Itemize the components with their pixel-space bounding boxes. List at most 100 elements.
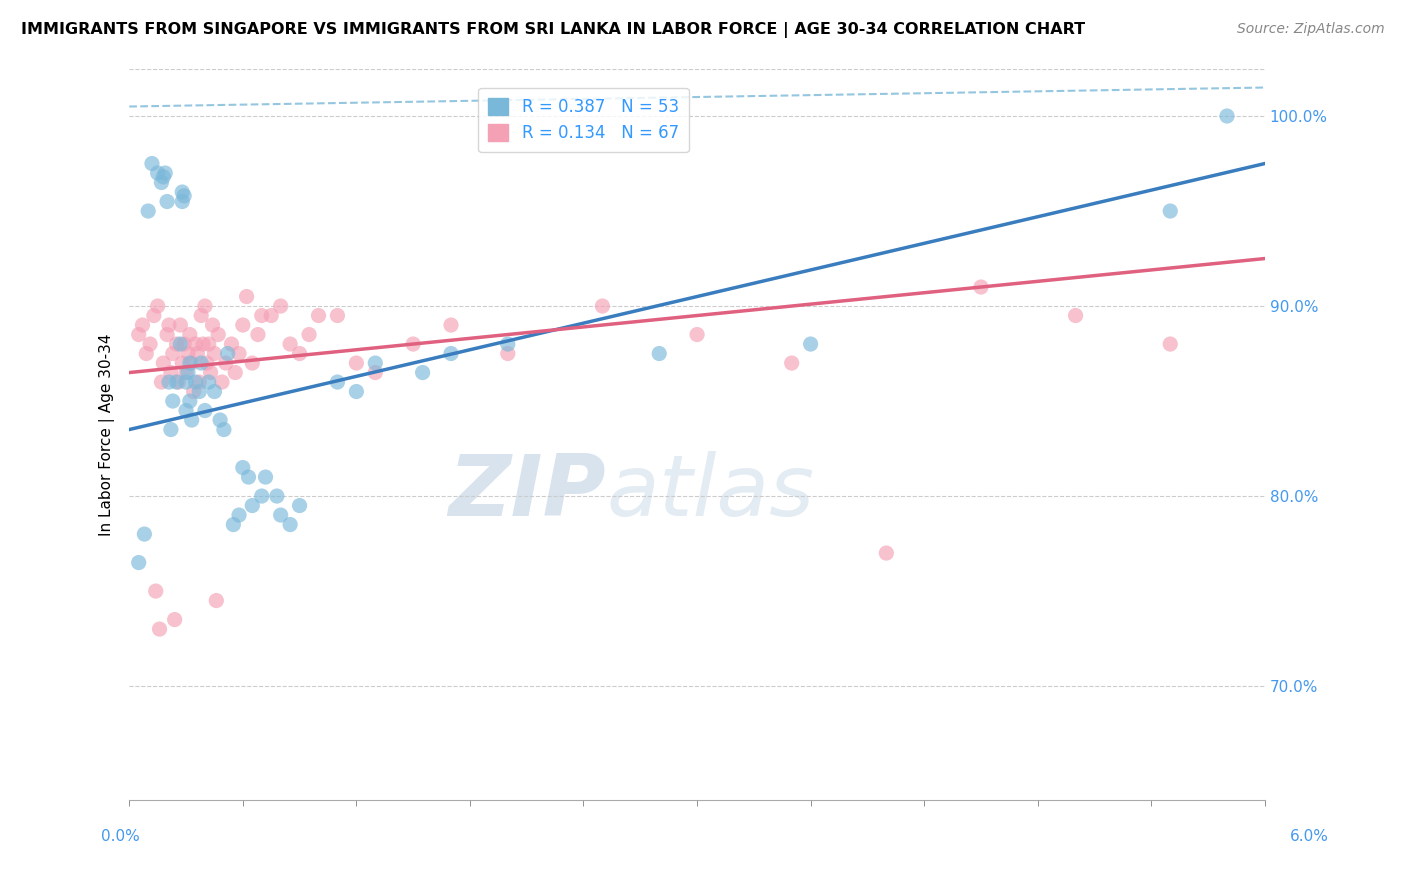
Point	[156, 194, 179, 209]
Point	[875, 546, 897, 560]
Point	[174, 403, 197, 417]
Point	[270, 508, 292, 522]
Point	[240, 356, 263, 370]
Y-axis label: In Labor Force | Age 30-34: In Labor Force | Age 30-34	[100, 333, 115, 535]
Point	[364, 366, 387, 380]
Point	[240, 499, 263, 513]
Point	[194, 403, 217, 417]
Point	[215, 356, 238, 370]
Point	[228, 346, 250, 360]
Point	[172, 185, 194, 199]
Point	[160, 366, 183, 380]
Point	[172, 194, 194, 209]
Point	[162, 394, 184, 409]
Point	[1159, 337, 1181, 351]
Point	[235, 289, 257, 303]
Point	[207, 327, 229, 342]
Point	[167, 375, 190, 389]
Point	[344, 384, 367, 399]
Point	[200, 366, 222, 380]
Point	[174, 375, 197, 389]
Point	[177, 366, 200, 380]
Point	[204, 384, 226, 399]
Point	[179, 356, 201, 370]
Point	[1064, 309, 1087, 323]
Point	[152, 356, 174, 370]
Point	[197, 337, 219, 351]
Point	[780, 356, 803, 370]
Point	[246, 327, 269, 342]
Point	[232, 318, 254, 332]
Point	[197, 375, 219, 389]
Point	[145, 584, 167, 599]
Point	[134, 527, 156, 541]
Point	[270, 299, 292, 313]
Point	[1216, 109, 1239, 123]
Point	[344, 356, 367, 370]
Point	[402, 337, 425, 351]
Point	[191, 337, 214, 351]
Point	[186, 346, 208, 360]
Point	[128, 327, 150, 342]
Point	[166, 375, 188, 389]
Point	[440, 318, 463, 332]
Point	[190, 356, 212, 370]
Point	[179, 327, 201, 342]
Text: 0.0%: 0.0%	[101, 830, 141, 844]
Point	[180, 413, 202, 427]
Point	[278, 517, 301, 532]
Point	[135, 346, 157, 360]
Point	[212, 423, 235, 437]
Point	[224, 366, 246, 380]
Point	[174, 366, 197, 380]
Point	[250, 489, 273, 503]
Point	[188, 384, 211, 399]
Point	[238, 470, 260, 484]
Point	[686, 327, 709, 342]
Point	[157, 318, 180, 332]
Point	[288, 499, 311, 513]
Text: ZIP: ZIP	[449, 451, 606, 534]
Point	[166, 337, 188, 351]
Point	[800, 337, 823, 351]
Point	[266, 489, 288, 503]
Point	[288, 346, 311, 360]
Point	[136, 204, 159, 219]
Text: 6.0%: 6.0%	[1289, 830, 1329, 844]
Point	[152, 169, 174, 184]
Point	[648, 346, 671, 360]
Point	[591, 299, 613, 313]
Point	[180, 356, 202, 370]
Point	[250, 309, 273, 323]
Point	[139, 337, 162, 351]
Point	[146, 166, 169, 180]
Point	[146, 299, 169, 313]
Point	[141, 156, 163, 170]
Point	[308, 309, 330, 323]
Point	[412, 366, 434, 380]
Legend: R = 0.387   N = 53, R = 0.134   N = 67: R = 0.387 N = 53, R = 0.134 N = 67	[478, 87, 689, 153]
Point	[970, 280, 993, 294]
Point	[169, 337, 191, 351]
Point	[172, 356, 194, 370]
Text: Source: ZipAtlas.com: Source: ZipAtlas.com	[1237, 22, 1385, 37]
Text: IMMIGRANTS FROM SINGAPORE VS IMMIGRANTS FROM SRI LANKA IN LABOR FORCE | AGE 30-3: IMMIGRANTS FROM SINGAPORE VS IMMIGRANTS …	[21, 22, 1085, 38]
Point	[278, 337, 301, 351]
Point	[254, 470, 277, 484]
Point	[150, 375, 173, 389]
Point	[157, 375, 180, 389]
Point	[169, 318, 191, 332]
Point	[217, 346, 239, 360]
Point	[183, 384, 205, 399]
Point	[364, 356, 387, 370]
Point	[194, 299, 217, 313]
Point	[211, 375, 233, 389]
Point	[142, 309, 165, 323]
Point	[173, 337, 195, 351]
Point	[209, 413, 232, 427]
Point	[131, 318, 153, 332]
Point	[155, 166, 177, 180]
Text: atlas: atlas	[606, 451, 814, 534]
Point	[222, 517, 245, 532]
Point	[162, 346, 184, 360]
